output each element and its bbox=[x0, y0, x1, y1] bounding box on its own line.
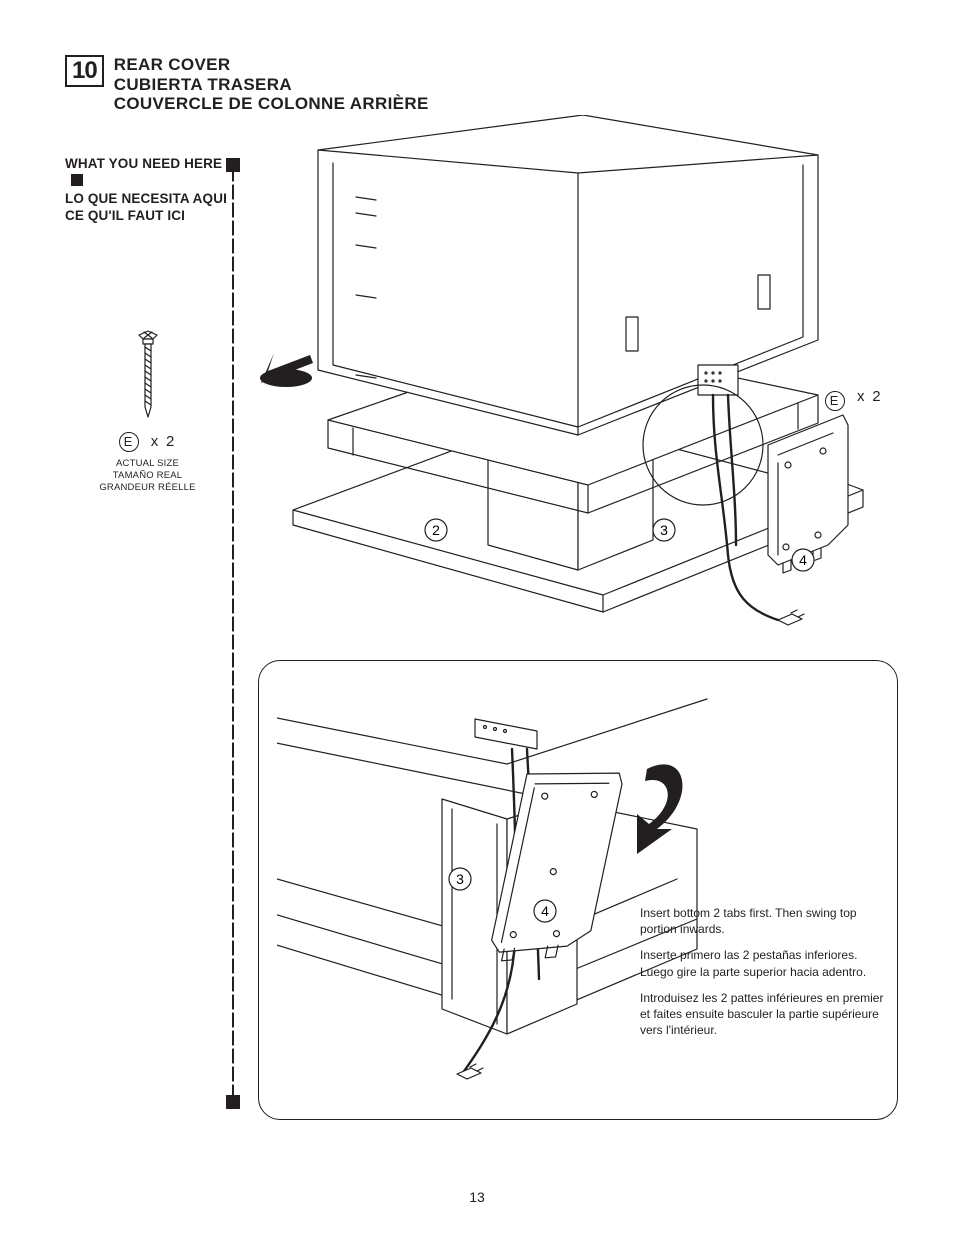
svg-text:4: 4 bbox=[541, 903, 549, 919]
need-heading-en: WHAT YOU NEED HERE bbox=[65, 156, 222, 171]
part-qty: x 2 bbox=[151, 433, 176, 450]
square-bullet-icon bbox=[71, 174, 83, 186]
part-letter-e: E bbox=[119, 432, 139, 452]
parts-needed: WHAT YOU NEED HERE LO QUE NECESITA AQUI … bbox=[65, 155, 230, 494]
size-fr: GRANDEUR RÉELLE bbox=[99, 482, 195, 493]
svg-text:2: 2 bbox=[432, 522, 440, 538]
callout-letter-e: E bbox=[825, 391, 845, 411]
actual-size-note: ACTUAL SIZE TAMAÑO REAL GRANDEUR RÉELLE bbox=[65, 458, 230, 494]
inset-instructions: Insert bottom 2 tabs first. Then swing t… bbox=[640, 905, 890, 1048]
svg-text:4: 4 bbox=[799, 552, 807, 568]
step-header: 10 REAR COVER CUBIERTA TRASERA COUVERCLE… bbox=[65, 55, 429, 114]
dotted-divider bbox=[232, 165, 234, 1105]
callout-e-qty: x 2 bbox=[857, 388, 882, 405]
part-qty-line: E x 2 bbox=[65, 432, 230, 452]
step-title: REAR COVER CUBIERTA TRASERA COUVERCLE DE… bbox=[114, 55, 429, 114]
size-es: TAMAÑO REAL bbox=[113, 470, 182, 481]
svg-text:3: 3 bbox=[456, 871, 464, 887]
need-heading: WHAT YOU NEED HERE LO QUE NECESITA AQUI … bbox=[65, 155, 230, 224]
main-diagram: 2 3 4 bbox=[258, 115, 898, 655]
page-number: 13 bbox=[0, 1189, 954, 1205]
need-heading-fr: CE QU'IL FAUT ICI bbox=[65, 208, 185, 223]
step-title-fr: COUVERCLE DE COLONNE ARRIÈRE bbox=[114, 94, 429, 114]
step-title-en: REAR COVER bbox=[114, 55, 429, 75]
svg-text:3: 3 bbox=[660, 522, 668, 538]
divider-end-bottom-icon bbox=[226, 1095, 240, 1109]
inset-text-en: Insert bottom 2 tabs first. Then swing t… bbox=[640, 905, 890, 937]
size-en: ACTUAL SIZE bbox=[116, 458, 179, 469]
inset-detail: 3 4 bbox=[258, 660, 898, 1120]
inset-text-es: Inserte primero las 2 pestañas inferiore… bbox=[640, 947, 890, 979]
step-number-box: 10 bbox=[65, 55, 104, 87]
step-title-es: CUBIERTA TRASERA bbox=[114, 75, 429, 95]
callout-e-right: E x 2 bbox=[825, 388, 882, 411]
inset-text-fr: Introduisez les 2 pattes inférieures en … bbox=[640, 990, 890, 1039]
need-heading-es: LO QUE NECESITA AQUI bbox=[65, 191, 227, 206]
screw-icon bbox=[131, 329, 165, 421]
screw-illustration: E x 2 ACTUAL SIZE TAMAÑO REAL GRANDEUR R… bbox=[65, 329, 230, 494]
page: 10 REAR COVER CUBIERTA TRASERA COUVERCLE… bbox=[0, 0, 954, 1235]
